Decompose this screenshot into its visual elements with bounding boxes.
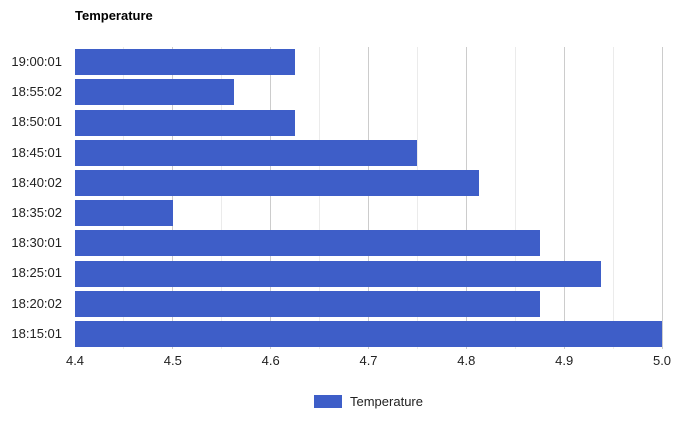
bar-18:25:01[interactable] — [75, 260, 601, 287]
x-axis-label: 5.0 — [652, 353, 672, 368]
legend-swatch-icon — [314, 395, 342, 408]
bars-layer — [75, 47, 662, 349]
minor-gridline — [221, 47, 223, 349]
plot-area — [75, 47, 663, 349]
bar-19:00:01[interactable] — [75, 49, 296, 76]
major-gridline — [368, 47, 369, 349]
y-axis-label: 18:25:01 — [11, 265, 62, 281]
y-axis-label: 18:55:02 — [11, 84, 62, 100]
y-axis-label: 18:50:01 — [11, 114, 62, 130]
bar-18:45:01[interactable] — [75, 139, 418, 166]
gridlines-layer — [75, 47, 663, 349]
x-axis-label: 4.4 — [65, 353, 85, 368]
x-axis-label: 4.6 — [261, 353, 280, 368]
x-axis-label: 4.9 — [555, 353, 574, 368]
bar-18:50:01[interactable] — [75, 109, 296, 136]
bar-18:30:01[interactable] — [75, 230, 540, 257]
x-axis-label: 4.8 — [457, 353, 476, 368]
x-axis-label: 4.5 — [163, 353, 182, 368]
y-axis-label: 18:35:02 — [11, 205, 62, 220]
minor-gridline — [319, 47, 321, 349]
bar-18:15:01[interactable] — [75, 320, 662, 347]
chart-title: Temperature — [75, 8, 153, 23]
y-axis-label: 19:00:01 — [11, 54, 62, 69]
major-gridline — [270, 47, 272, 349]
major-gridline — [563, 47, 565, 349]
major-gridline — [172, 47, 174, 349]
minor-gridline — [123, 47, 125, 349]
y-axis-label: 18:20:02 — [11, 295, 62, 311]
x-axis-label: 4.7 — [359, 353, 378, 368]
y-axis-label: 18:15:01 — [11, 325, 62, 341]
y-axis-label: 18:30:01 — [11, 235, 62, 251]
major-gridline — [661, 47, 663, 349]
bar-18:40:02[interactable] — [75, 169, 479, 196]
y-axis-label: 18:40:02 — [11, 174, 62, 190]
bar-18:55:02[interactable] — [75, 79, 234, 106]
bar-18:35:02[interactable] — [75, 200, 173, 227]
y-axis-label: 18:45:01 — [11, 144, 62, 160]
minor-gridline — [612, 47, 614, 349]
x-axis-labels: 4.4 4.5 4.6 4.7 4.8 4.9 5.0 — [66, 353, 671, 371]
minor-gridline — [416, 47, 418, 349]
legend: Temperature — [75, 394, 662, 409]
major-gridline — [465, 47, 467, 349]
y-axis-labels: 19:00:01 18:55:02 18:50:01 18:45:01 18:40:02… — [0, 47, 62, 349]
legend-label: Temperature — [350, 394, 423, 409]
minor-gridline — [514, 47, 516, 349]
bar-18:20:02[interactable] — [75, 290, 540, 317]
